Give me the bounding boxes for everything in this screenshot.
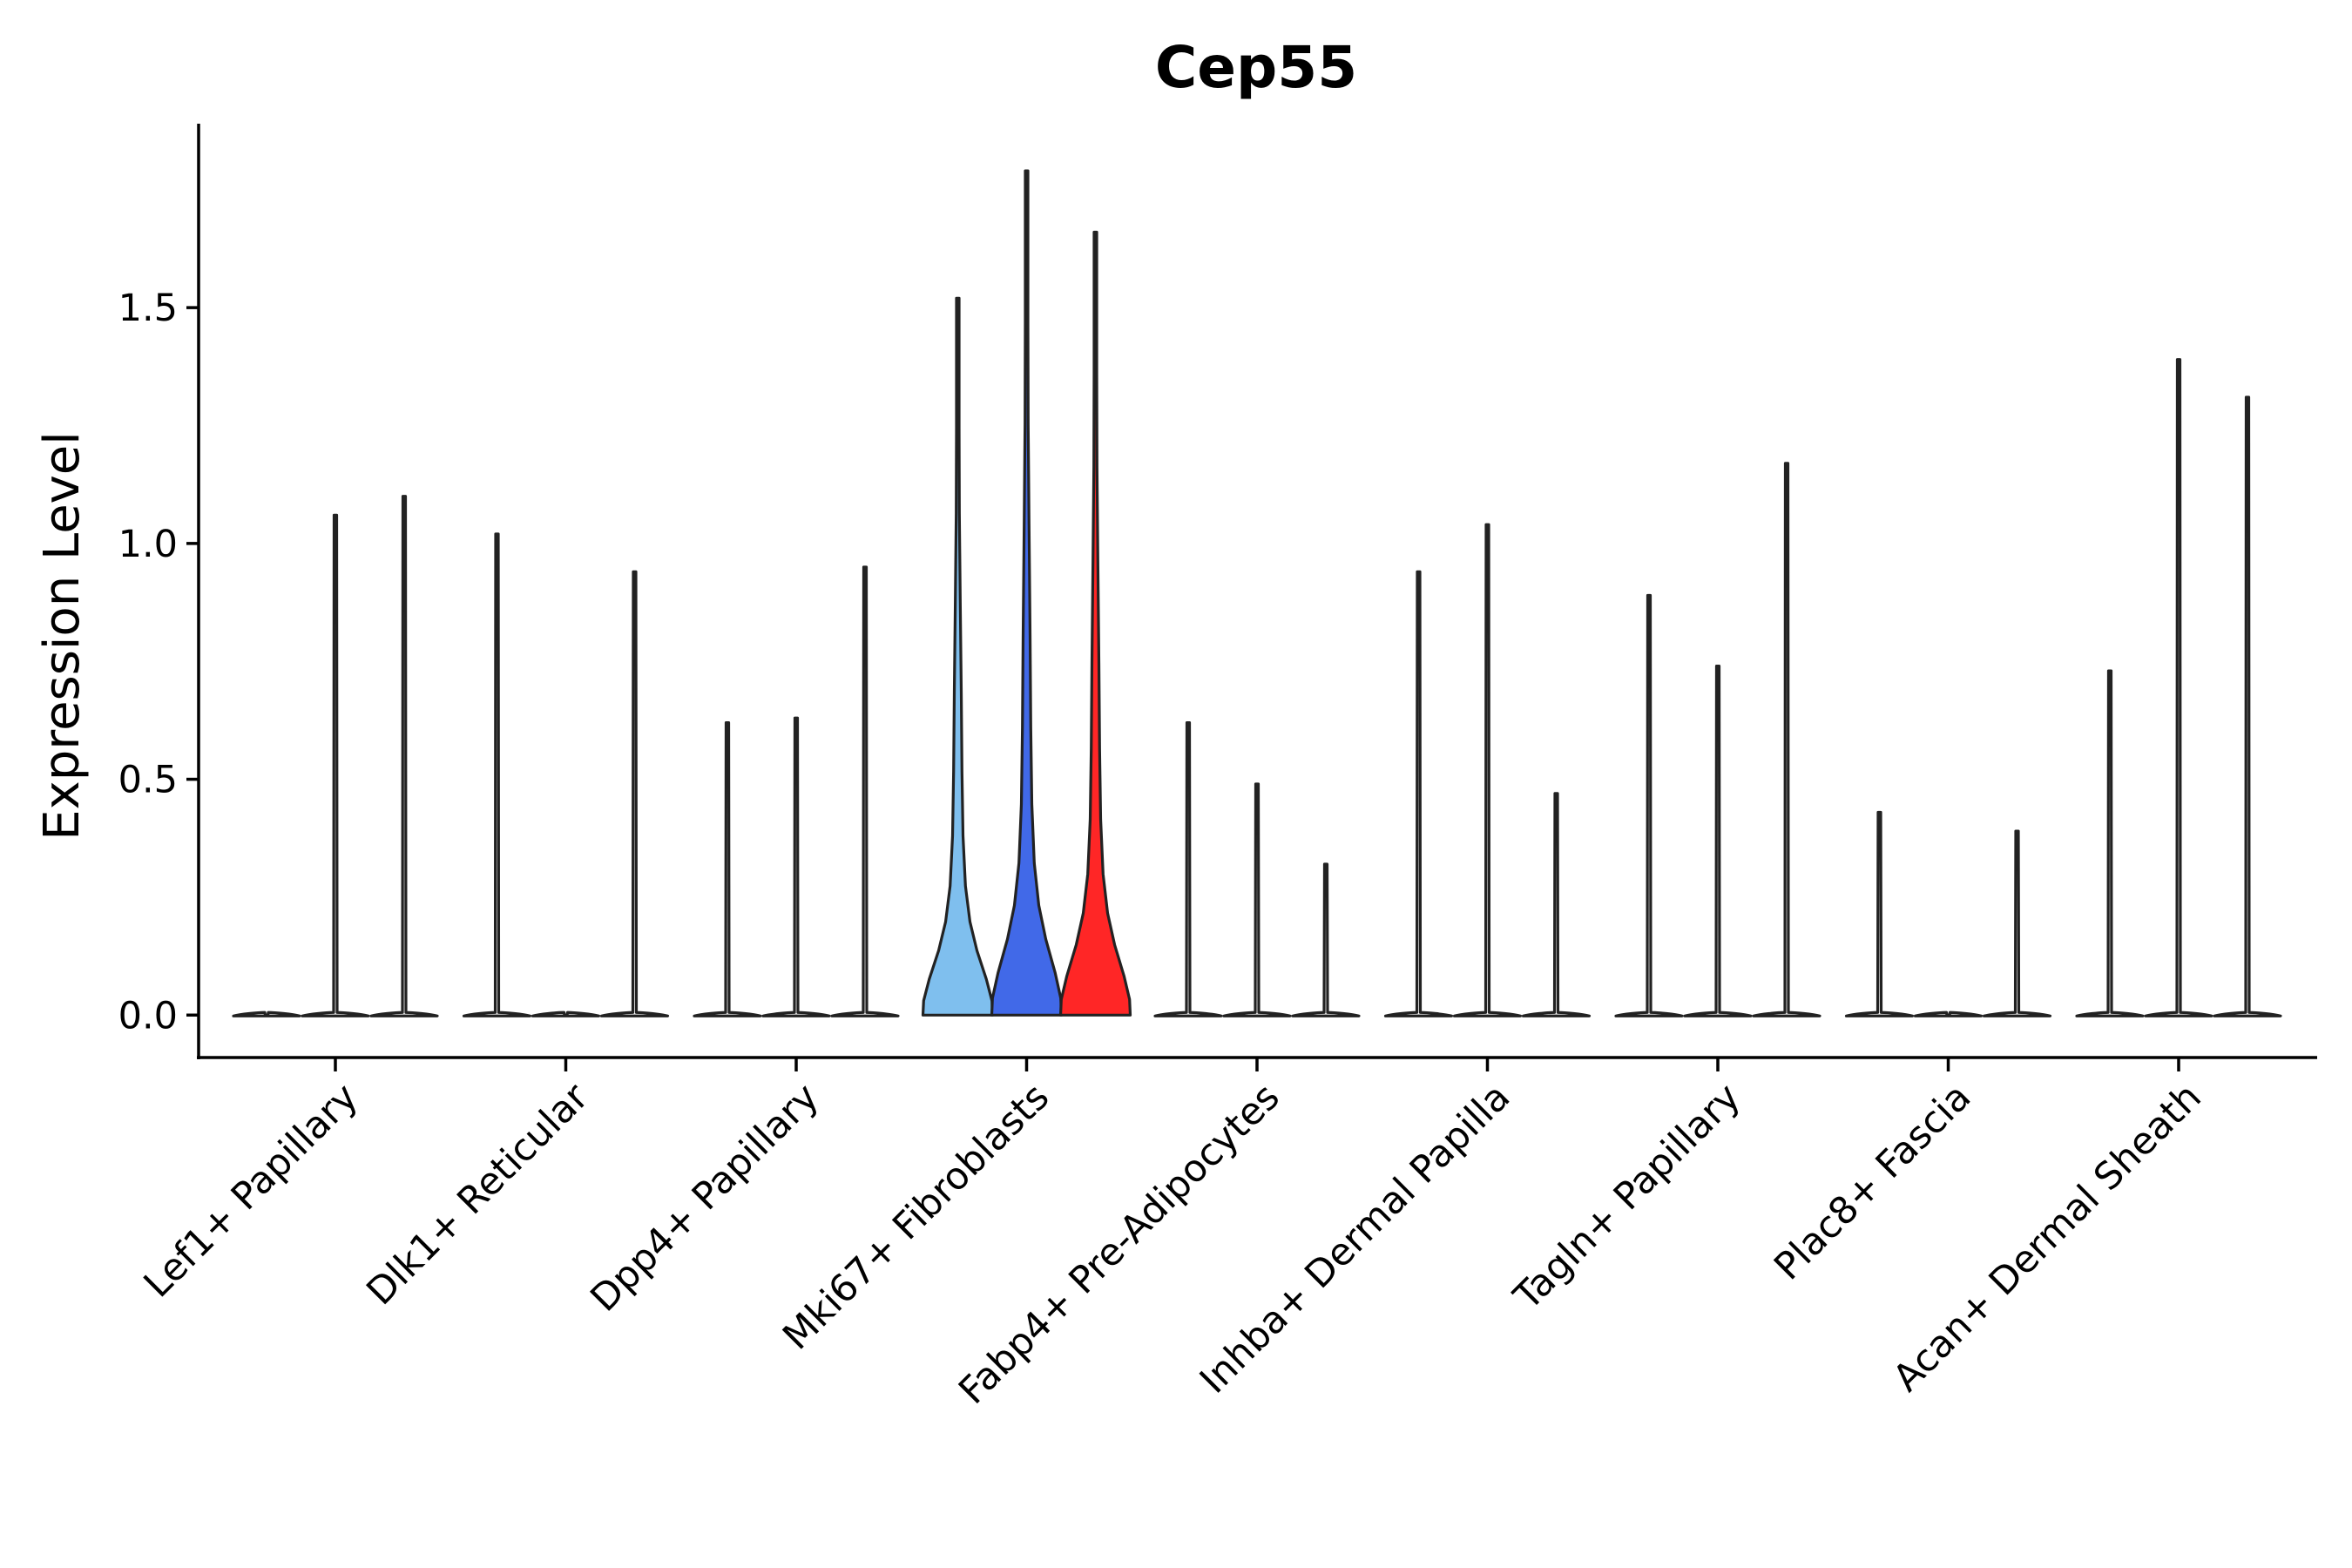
x-tick-label: Dpp4+ Papillary [583,1075,828,1320]
violin [531,1010,601,1017]
violin-layer [232,169,2282,1017]
x-tick-label: Tagln+ Papillary [1505,1075,1749,1319]
chart-title: Cep55 [1155,34,1357,101]
violin [2213,395,2282,1017]
violin [301,513,370,1017]
violin [1383,570,1454,1017]
x-tick-label: Lef1+ Papillary [136,1075,367,1306]
x-tick-label: Plac8+ Fascia [1766,1075,1979,1288]
x-tick-label: Dlk1+ Reticular [359,1075,598,1314]
violin [1982,829,2052,1017]
violin [369,495,439,1017]
violin [1058,230,1132,1017]
violin [1222,782,1292,1017]
violin [599,570,670,1017]
violin [921,296,995,1017]
violin [1452,523,1523,1017]
violin [1844,810,1915,1017]
violin [2075,669,2145,1017]
violin [1614,593,1684,1017]
violin [990,169,1064,1017]
violin [693,720,762,1017]
y-tick-label: 1.5 [118,287,178,330]
violin [2144,358,2213,1017]
violin [830,565,900,1017]
violin [1913,1010,1984,1017]
y-tick-label: 1.0 [118,523,178,566]
violin [232,1010,301,1017]
y-axis-title: Expression Level [34,431,91,841]
violin [1752,462,1821,1017]
y-tick-label: 0.5 [118,759,178,802]
y-tick-label: 0.0 [118,994,178,1037]
violin [1153,720,1223,1017]
x-tick-label: Mki67+ Fibroblasts [774,1075,1058,1358]
violin [1291,862,1361,1017]
violin [462,532,532,1017]
violin [1683,665,1753,1017]
violin [761,716,831,1017]
y-axis-ticks: 0.0 0.5 1.0 1.5 [118,287,199,1037]
violin [1521,792,1592,1017]
